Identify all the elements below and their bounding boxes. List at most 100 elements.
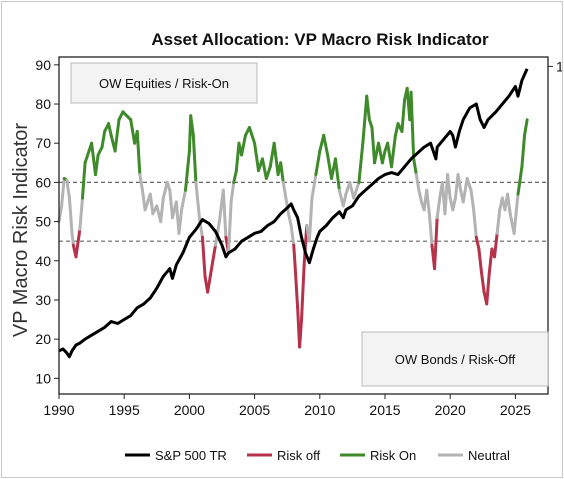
indicator-segment [227, 200, 233, 255]
legend-item-risk-off: Risk off [247, 448, 320, 463]
y-tick-label: 20 [35, 331, 51, 347]
indicator-segment [194, 180, 202, 224]
indicator-segment [512, 192, 520, 235]
indicator-segment [361, 94, 369, 145]
indicator-segment [208, 259, 215, 278]
indicator-segment [433, 216, 439, 271]
indicator-segment [211, 243, 217, 263]
indicator-segment [409, 90, 416, 161]
indicator-segment [485, 271, 491, 306]
indicator-segment [523, 118, 529, 137]
indicator-segment [380, 149, 387, 165]
indicator-segment [148, 192, 155, 216]
indicator-segment [456, 173, 463, 192]
indicator-segment [333, 157, 341, 192]
indicator-segment [357, 141, 365, 184]
annotation-risk-on-text: OW Equities / Risk-On [99, 76, 229, 91]
indicator-segment [390, 133, 397, 169]
indicator-segment [94, 153, 100, 177]
indicator-segment [451, 196, 457, 212]
indicator-segment [65, 178, 71, 200]
indicator-segment [370, 126, 377, 165]
indicator-segment [60, 176, 66, 208]
indicator-segment [479, 271, 486, 294]
annotation-risk-off-text: OW Bonds / Risk-Off [395, 352, 516, 367]
chart-title: Asset Allocation: VP Macro Risk Indicato… [151, 30, 489, 49]
indicator-segment [74, 227, 82, 259]
y-tick-label: 50 [35, 214, 51, 230]
sp500-line [58, 68, 529, 359]
indicator-segment [487, 247, 494, 275]
plot-area-border [58, 56, 549, 395]
indicator-segment [425, 188, 431, 216]
indicator-segment [300, 263, 306, 322]
indicator-segment [264, 165, 272, 180]
indicator-segment [472, 208, 478, 239]
indicator-segment [516, 165, 524, 196]
x-tick-label: 2015 [369, 402, 400, 418]
indicator-segment [341, 192, 348, 208]
indicator-segment [469, 188, 476, 212]
indicator-segment [427, 212, 434, 247]
indicator-segment [247, 126, 257, 145]
indicator-segment [495, 208, 502, 235]
x-tick-label: 2020 [435, 402, 466, 418]
indicator-segment [412, 157, 418, 177]
x-tick-label: 1990 [43, 402, 74, 418]
y-tick-label: 40 [35, 253, 51, 269]
x-tick-label: 2010 [304, 402, 335, 418]
x-tick-label: 2005 [239, 402, 270, 418]
indicator-segment [67, 196, 74, 235]
indicator-segment [83, 149, 91, 165]
indicator-segment [113, 118, 121, 153]
indicator-segment [293, 263, 300, 310]
indicator-segment [80, 161, 87, 200]
indicator-segment [281, 180, 288, 200]
indicator-segment [465, 176, 473, 192]
y-tick-label: 60 [35, 174, 51, 190]
indicator-segment [107, 122, 113, 137]
indicator-segment [253, 141, 261, 173]
indicator-segment [400, 98, 407, 133]
indicator-segment [159, 196, 165, 224]
legend-item-risk-on: Risk On [340, 448, 416, 463]
indicator-segment [506, 192, 512, 216]
indicator-segment [272, 141, 280, 177]
indicator-segment [78, 196, 84, 231]
indicator-segment [138, 173, 144, 192]
annotation-risk-on-box: OW Equities / Risk-On [70, 62, 258, 104]
legend: S&P 500 TR Risk off Risk On Neutral [125, 448, 510, 463]
indicator-segment [180, 188, 187, 212]
indicator-segment [314, 149, 322, 177]
x-axis-ticks: 1990 1995 2000 2005 2010 2015 2020 2025 [43, 394, 531, 418]
indicator-segment [352, 180, 361, 200]
indicator-segment [240, 133, 247, 157]
y-axis-ticks: 10 20 30 40 50 60 70 80 90 [35, 57, 59, 386]
indicator-segment [435, 196, 442, 220]
indicator-segment [520, 133, 527, 169]
indicator-segment [206, 274, 212, 294]
indicator-segment [307, 196, 314, 243]
indicator-segment [461, 176, 469, 204]
indicator-segment [260, 157, 268, 180]
indicator-segment [446, 173, 452, 200]
x-tick-label: 1995 [109, 402, 140, 418]
indicator-segment [474, 235, 481, 251]
indicator-segment [232, 169, 238, 184]
y-tick-label: 80 [35, 96, 51, 112]
indicator-segment [177, 208, 184, 235]
y-tick-label: 30 [35, 292, 51, 308]
x-tick-label: 2000 [174, 402, 205, 418]
legend-label-sp500: S&P 500 TR [155, 448, 227, 463]
indicator-segment [229, 180, 236, 204]
indicator-segment [191, 133, 198, 184]
legend-item-neutral: Neutral [438, 448, 510, 463]
legend-label-risk-on: Risk On [370, 448, 416, 463]
indicator-segment [135, 129, 142, 177]
y-tick-label: 70 [35, 135, 51, 151]
right-axis-ticks: 1 [548, 58, 562, 74]
indicator-segment [200, 235, 207, 278]
indicator-segment [414, 173, 421, 192]
